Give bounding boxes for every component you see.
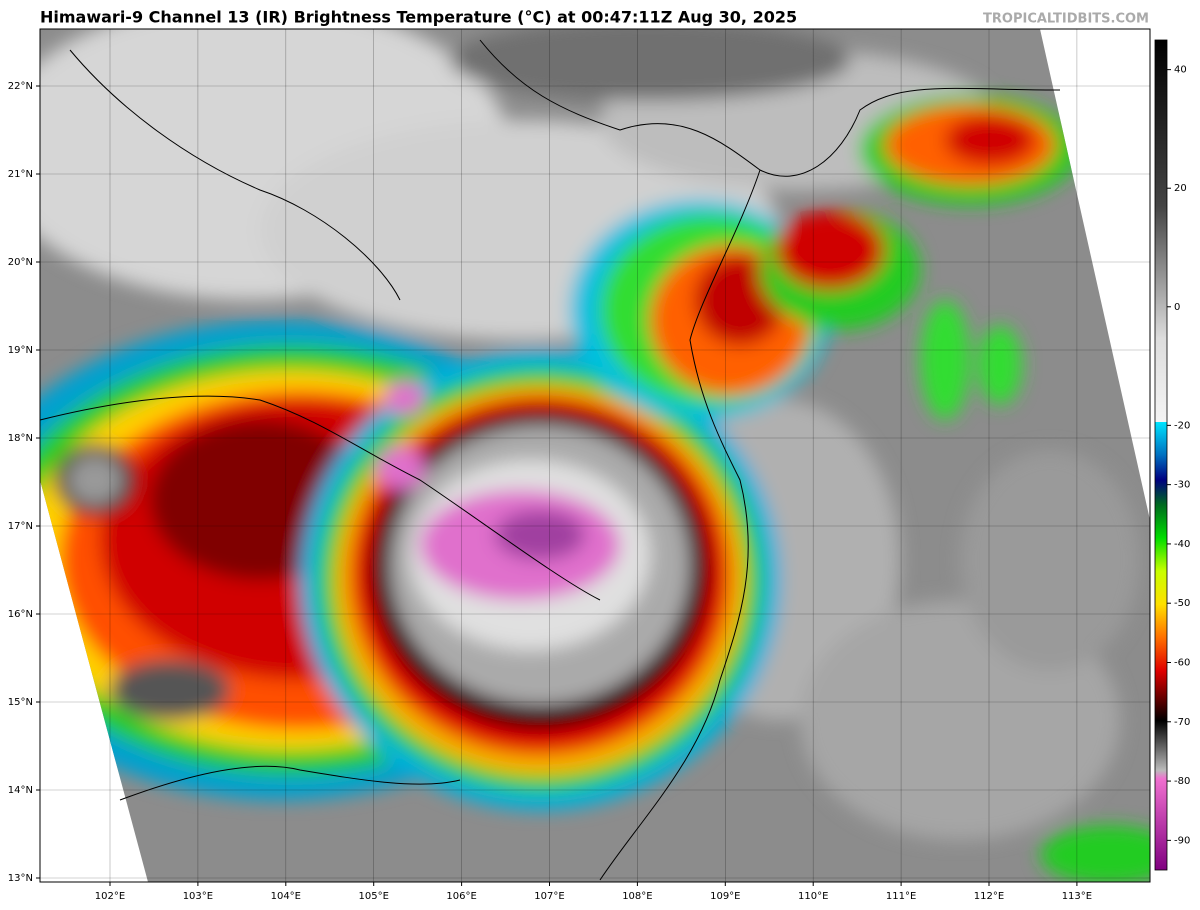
lon-label: 107°E — [534, 891, 564, 902]
lon-label: 111°E — [886, 891, 916, 902]
title: Himawari-9 Channel 13 (IR) Brightness Te… — [40, 8, 797, 27]
lat-label: 22°N — [8, 81, 33, 92]
colorbar-label: -80 — [1174, 776, 1190, 787]
lon-label: 113°E — [1062, 891, 1092, 902]
lat-label: 13°N — [8, 873, 33, 884]
lon-label: 108°E — [622, 891, 652, 902]
lon-label: 103°E — [183, 891, 213, 902]
map-frame — [39, 28, 1151, 883]
lon-label: 110°E — [798, 891, 828, 902]
lat-label: 17°N — [8, 521, 33, 532]
labels: 22°N 21°N 20°N 19°N 18°N 17°N 16°N 15°N 14°N 13°N… — [8, 65, 1191, 902]
lat-label: 20°N — [8, 257, 33, 268]
lat-label: 14°N — [8, 785, 33, 796]
graticule — [40, 29, 1150, 882]
colorbar-label: -90 — [1174, 835, 1190, 846]
colorbar-label: -70 — [1174, 717, 1190, 728]
colorbar-label: -50 — [1174, 598, 1190, 609]
lon-label: 105°E — [358, 891, 388, 902]
lat-label: 16°N — [8, 609, 33, 620]
colorbar-label: 40 — [1174, 65, 1187, 76]
colorbar-label: -40 — [1174, 539, 1190, 550]
lat-label: 19°N — [8, 345, 33, 356]
coastlines — [39, 39, 1061, 881]
imagery — [40, 29, 1150, 882]
lat-label: 15°N — [8, 697, 33, 708]
lon-label: 104°E — [271, 891, 301, 902]
lat-label: 21°N — [8, 169, 33, 180]
colorbar-label: -30 — [1174, 480, 1190, 491]
lat-label: 18°N — [8, 433, 33, 444]
colorbar-label: 0 — [1174, 302, 1180, 313]
colorbar — [1154, 39, 1168, 871]
colorbar-label: 20 — [1174, 183, 1187, 194]
colorbar-label: -20 — [1174, 420, 1190, 431]
lon-label: 106°E — [446, 891, 476, 902]
source: TROPICALTIDBITS.COM — [983, 12, 1149, 27]
lon-label: 112°E — [974, 891, 1004, 902]
lon-label: 109°E — [710, 891, 740, 902]
colorbar-label: -60 — [1174, 658, 1190, 669]
lon-label: 102°E — [95, 891, 125, 902]
